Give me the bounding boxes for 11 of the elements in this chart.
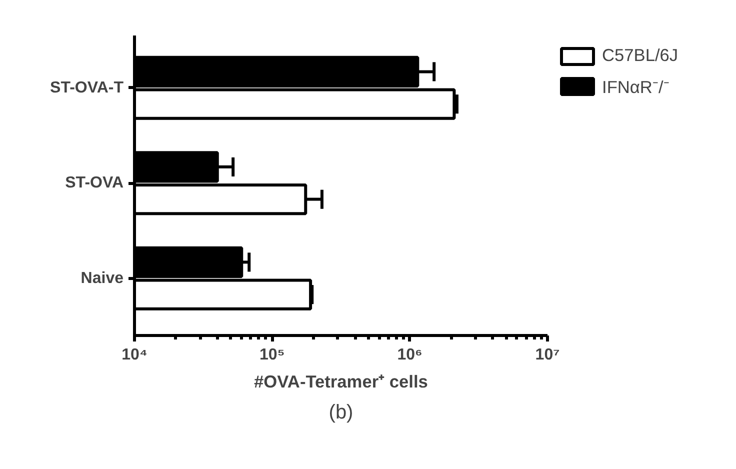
- legend-label: IFNαR⁻/⁻: [602, 76, 670, 98]
- legend-label: C57BL/6J: [602, 45, 678, 66]
- x-tick-label: 10⁵: [260, 346, 285, 364]
- text: (b): [328, 402, 354, 424]
- x-tick-label: 10⁴: [122, 346, 148, 364]
- y-tick-label: ST-OVA-T: [50, 79, 124, 96]
- y-tick-label: ST-OVA: [65, 174, 124, 192]
- x-axis-title: #OVA-Tetramer⁺ cells: [254, 372, 428, 392]
- x-tick-label: 10⁷: [535, 346, 560, 364]
- y-tick-label: Naive: [80, 270, 124, 287]
- x-tick-label: 10⁶: [397, 346, 422, 364]
